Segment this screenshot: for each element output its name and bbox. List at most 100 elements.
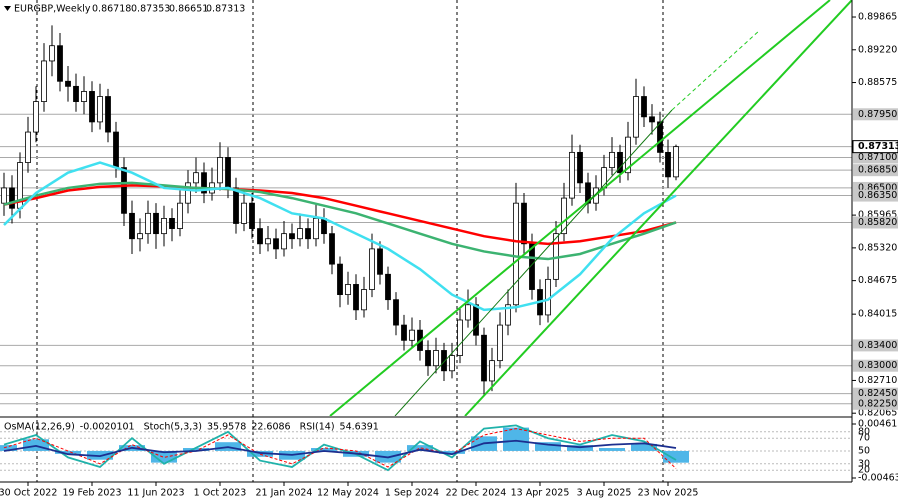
osma-bar <box>663 450 689 463</box>
y-tick-label: 20 <box>858 465 870 476</box>
level-label-bg <box>853 339 898 352</box>
y-tick-label: 0.85965 <box>858 210 897 221</box>
osma-bar <box>55 450 81 454</box>
level-label-bg <box>853 216 898 229</box>
channel-mid <box>394 109 673 416</box>
channel-lower <box>464 0 852 416</box>
candle-body <box>265 238 271 245</box>
candle-body <box>673 146 679 178</box>
x-tick-label: 30 Oct 2022 <box>0 488 57 499</box>
x-tick-label: 12 May 2024 <box>317 488 379 499</box>
level-label: 0.87950 <box>858 109 897 120</box>
y2-tick-label: -0.004631 <box>858 473 898 484</box>
y-tick-label: 0.84015 <box>858 309 897 320</box>
y-tick-label: 80 <box>858 426 870 437</box>
candle-body <box>441 350 447 372</box>
candle-body <box>577 151 583 184</box>
candle-body <box>425 350 431 367</box>
candle-body <box>665 151 671 178</box>
level-label-bg <box>853 397 898 410</box>
candles <box>1 25 679 397</box>
y-tick-label: 0.89865 <box>858 12 897 23</box>
level-label-bg <box>853 387 898 400</box>
candle-body <box>473 304 479 336</box>
candle-body <box>377 248 383 275</box>
period-separators <box>36 0 664 482</box>
moving-average <box>3 161 677 312</box>
osma-bar <box>631 443 657 451</box>
candle-body <box>313 218 319 240</box>
channel-mid-ext <box>671 29 761 111</box>
channel-upper <box>329 0 831 416</box>
candle-body <box>625 136 631 174</box>
y2-tick-label: 0.0046135 <box>858 419 898 430</box>
candle-body <box>657 121 663 153</box>
x-tick-label: 1 Sep 2024 <box>385 488 439 499</box>
x-tick-label: 13 Apr 2025 <box>511 488 570 499</box>
candle-body <box>569 151 575 199</box>
candle-body <box>449 355 455 372</box>
chart-title: EURGBP,Weekly <box>14 4 91 15</box>
moving-average <box>3 184 677 246</box>
osma-bar <box>183 448 209 451</box>
osma-bar <box>535 442 561 451</box>
candle-body <box>41 60 47 102</box>
candle-body <box>113 131 119 169</box>
candle-body <box>369 248 375 290</box>
level-label: 0.85820 <box>858 217 897 228</box>
candle-body <box>649 116 655 123</box>
channel <box>329 0 852 416</box>
candle-body <box>1 187 7 204</box>
candle-body <box>457 319 463 356</box>
candle-body <box>169 218 175 229</box>
y-tick-label: 0.89220 <box>858 44 897 55</box>
level-label: 0.82450 <box>858 388 897 399</box>
x-tick-label: 1 Oct 2023 <box>194 488 247 499</box>
y-tick-label: 50 <box>858 446 870 457</box>
osma-bar <box>247 450 273 457</box>
candle-body <box>281 233 287 250</box>
legend-name: OsMA(12,26,9) <box>4 422 75 433</box>
candle-body <box>57 45 63 82</box>
legend-signal-value: 22.6086 <box>251 422 290 433</box>
candle-body <box>97 96 103 123</box>
y-tick-label: 30 <box>858 458 870 469</box>
candle-body <box>81 91 87 102</box>
x-tick-label: 22 Dec 2024 <box>446 488 507 499</box>
level-label: 0.86500 <box>858 182 897 193</box>
x-tick-label: 3 Aug 2025 <box>577 488 632 499</box>
osma-bar <box>439 450 465 454</box>
candle-body <box>73 85 79 102</box>
candle-body <box>633 96 639 138</box>
candle-body <box>297 228 303 240</box>
candle-body <box>225 157 231 189</box>
candle-body <box>409 329 415 341</box>
moving-average <box>3 181 677 261</box>
candle-body <box>217 157 223 184</box>
osma-bar <box>0 445 17 451</box>
osma-bar <box>599 448 625 451</box>
x-tick-label: 11 Jun 2023 <box>127 488 184 499</box>
candle-body <box>25 131 31 163</box>
candle-body <box>305 228 311 240</box>
osma-bar <box>407 445 433 451</box>
candle-body <box>185 182 191 204</box>
candle-body <box>193 172 199 184</box>
y-tick-label: 0.85320 <box>858 242 897 253</box>
legend-value: 54.6391 <box>340 422 379 433</box>
candle-body <box>249 202 255 229</box>
candle-body <box>401 324 407 341</box>
candle-body <box>321 218 327 235</box>
current-price-bg <box>852 140 898 154</box>
candle-body <box>89 91 95 123</box>
candle-body <box>353 284 359 311</box>
level-label: 0.83000 <box>858 360 897 371</box>
current-price-label: 0.87313 <box>858 141 898 152</box>
candle-body <box>521 202 527 245</box>
x-tick-label: 23 Nov 2025 <box>638 488 699 499</box>
signal-line <box>3 428 677 469</box>
y-tick-label: 0.84675 <box>858 275 897 286</box>
candle-body <box>241 202 247 224</box>
